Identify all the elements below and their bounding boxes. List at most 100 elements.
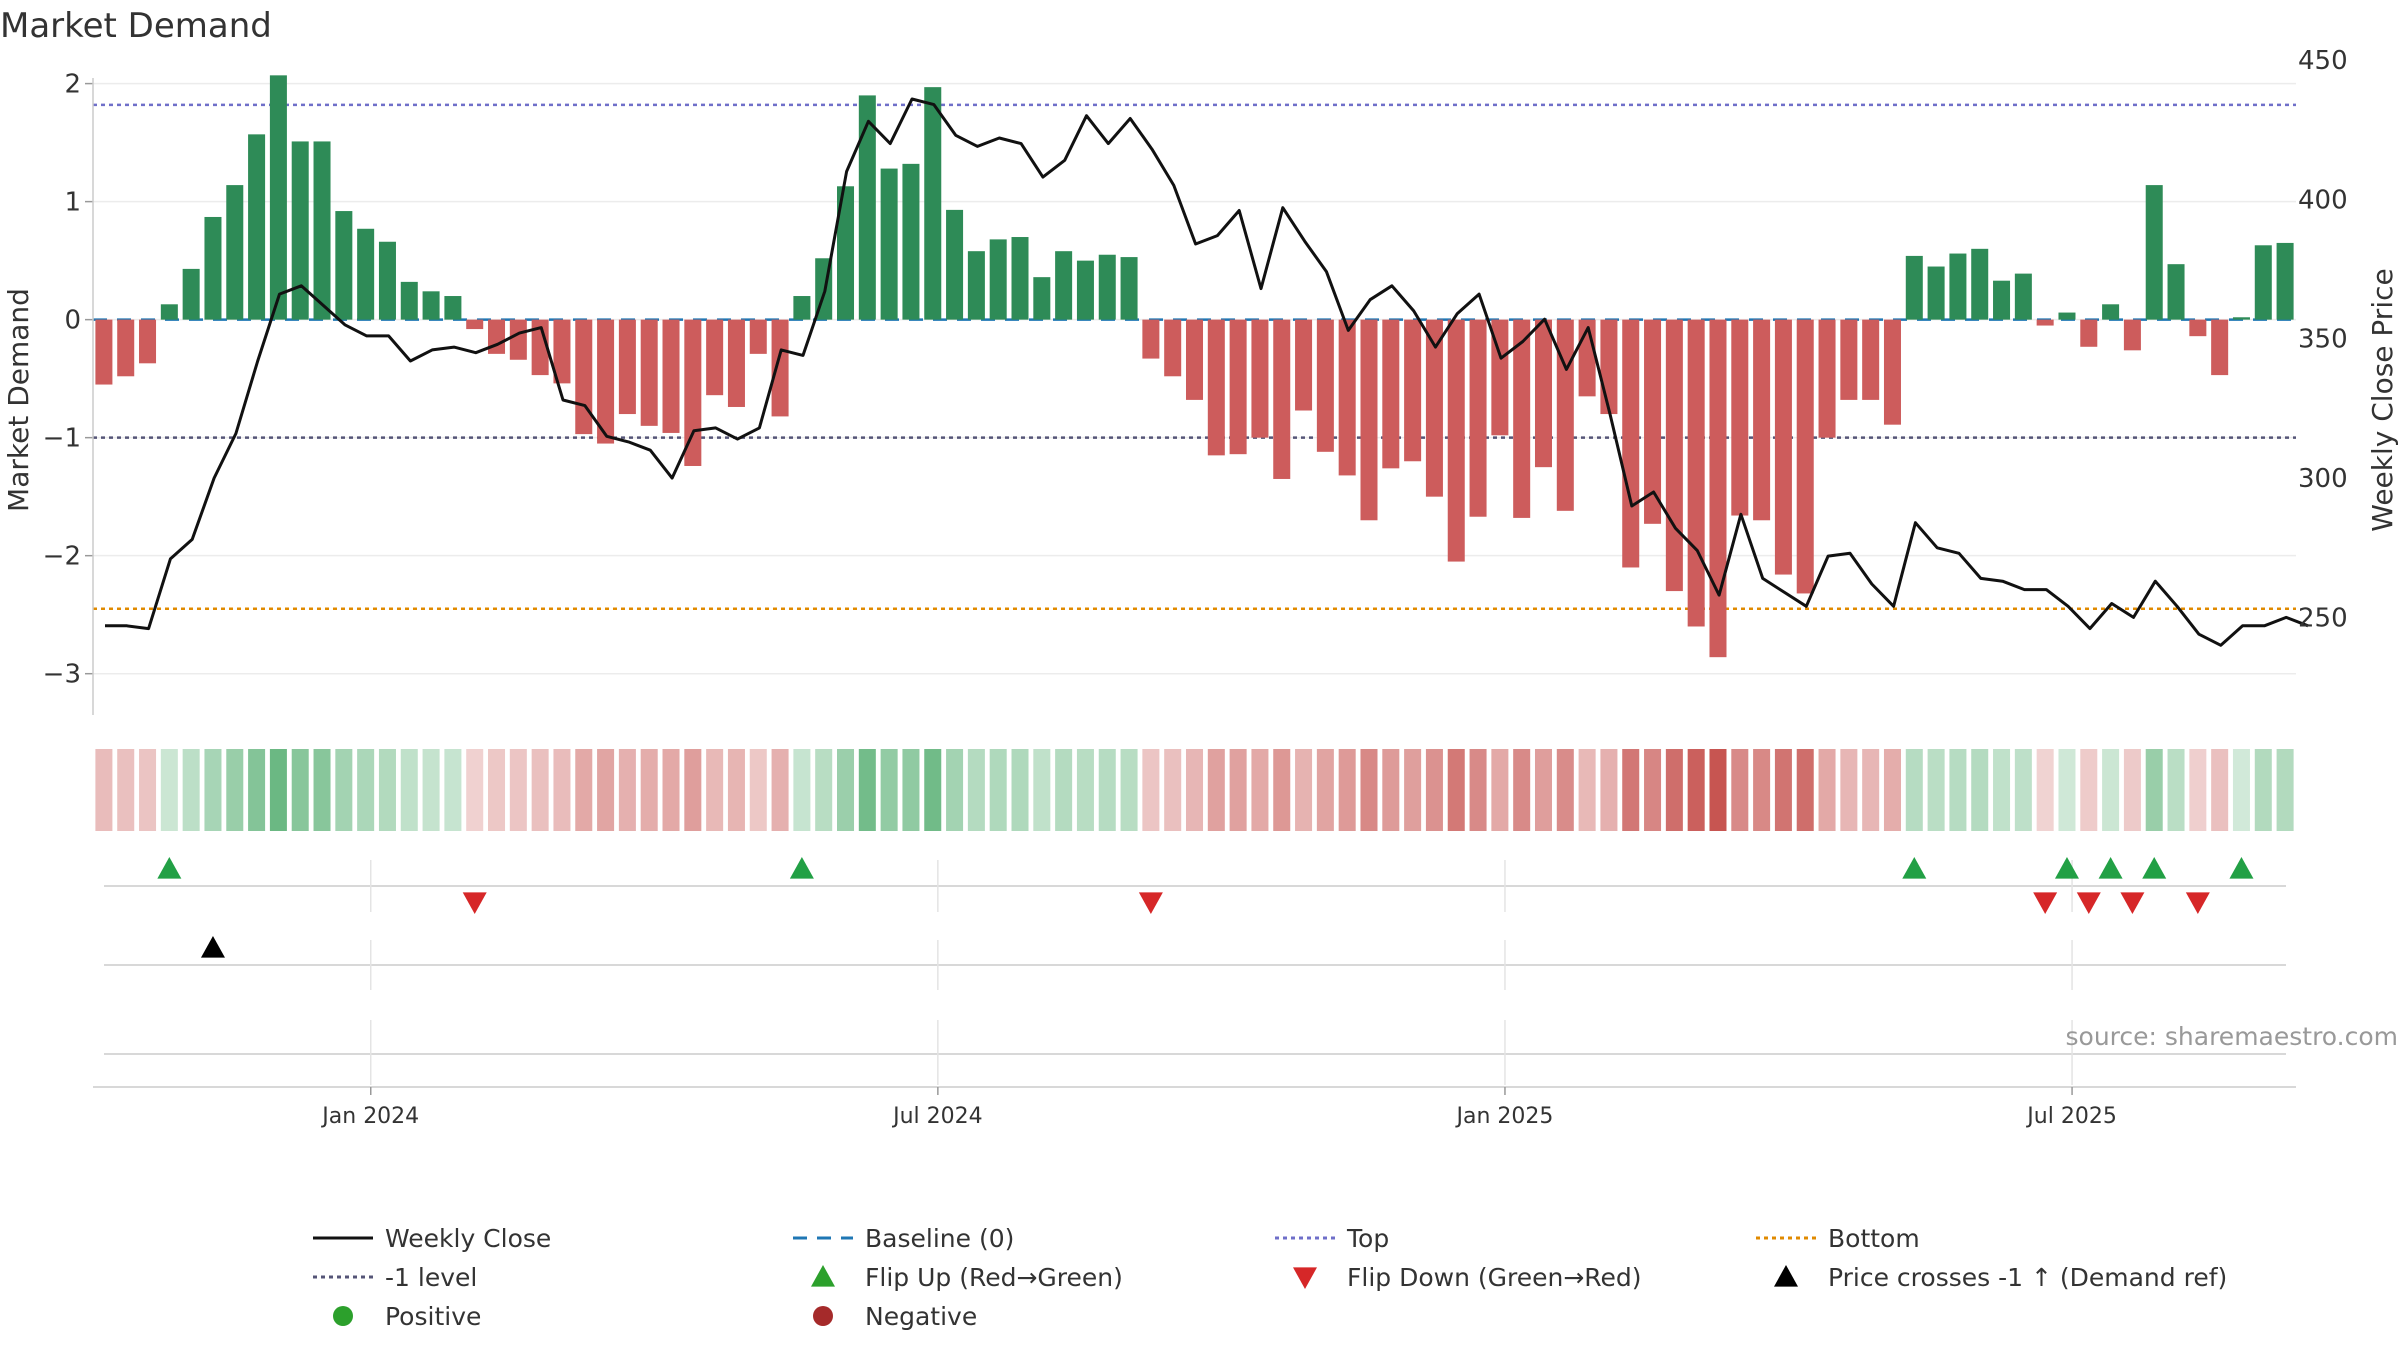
heat-cell — [1207, 749, 1225, 831]
demand-bar — [618, 319, 636, 415]
left-tick-label: −2 — [43, 542, 81, 572]
demand-bar — [1883, 319, 1901, 425]
heat-cell — [1033, 749, 1051, 831]
demand-bar — [553, 319, 571, 384]
demand-bar — [1382, 319, 1400, 469]
demand-bar — [837, 186, 855, 320]
heat-cell — [182, 749, 200, 831]
legend-label: Flip Up (Red→Green) — [865, 1263, 1123, 1292]
legend-label: Price crosses -1 ↑ (Demand ref) — [1828, 1263, 2227, 1292]
heat-cell — [1840, 749, 1858, 831]
heat-cell — [1251, 749, 1269, 831]
flip-up-marker — [2098, 857, 2123, 879]
heat-cell — [335, 749, 353, 831]
demand-bar — [924, 87, 942, 320]
flip-up-marker — [1902, 857, 1927, 879]
heat-cell — [488, 749, 506, 831]
heat-cell — [1883, 749, 1901, 831]
demand-bar — [749, 319, 767, 354]
demand-bar — [466, 319, 484, 330]
demand-bar — [1709, 319, 1727, 658]
weekly-close-line — [105, 97, 2309, 647]
heat-cell — [575, 749, 593, 831]
legend-swatch — [813, 1306, 833, 1326]
demand-bar — [1556, 319, 1574, 511]
demand-bar — [2014, 273, 2032, 320]
left-tick-label: 2 — [64, 70, 81, 100]
demand-bar — [1927, 266, 1945, 320]
heat-cell — [2058, 749, 2076, 831]
demand-bar — [248, 134, 266, 320]
demand-bar — [1055, 251, 1073, 320]
left-tick-label: −1 — [43, 424, 81, 454]
heat-cell — [2145, 749, 2163, 831]
demand-bar — [226, 185, 244, 320]
heat-cell — [291, 749, 309, 831]
heat-cell — [1644, 749, 1662, 831]
heat-cell — [1229, 749, 1247, 831]
heat-cell — [1447, 749, 1465, 831]
heat-cell — [1098, 749, 1116, 831]
heat-cell — [1731, 749, 1749, 831]
heat-cell — [1316, 749, 1334, 831]
heat-cell — [597, 749, 615, 831]
demand-bar — [662, 319, 680, 433]
heat-cell — [837, 749, 855, 831]
right-tick-label: 350 — [2298, 325, 2348, 355]
demand-bar — [1011, 237, 1029, 320]
heat-cell — [1295, 749, 1313, 831]
heat-cell — [989, 749, 1007, 831]
heat-cell — [2102, 749, 2120, 831]
legend-swatch — [333, 1306, 353, 1326]
heat-cell — [967, 749, 985, 831]
demand-bar — [1687, 319, 1705, 627]
demand-bar — [1753, 319, 1771, 521]
heat-cell — [1534, 749, 1552, 831]
event-marker-panels — [104, 857, 2286, 1085]
demand-bar — [182, 268, 200, 320]
heat-cell — [357, 749, 375, 831]
heat-cell — [684, 749, 702, 831]
demand-bar — [2167, 264, 2185, 320]
demand-bar — [1513, 319, 1531, 518]
demand-bar — [117, 319, 135, 377]
heat-cell — [1491, 749, 1509, 831]
demand-bar — [1316, 319, 1334, 452]
weekly-close-series — [105, 97, 2309, 647]
demand-bar — [1993, 280, 2011, 320]
demand-bar — [575, 319, 593, 435]
demand-bar — [2080, 319, 2098, 347]
heat-cell — [2189, 749, 2207, 831]
demand-bar — [160, 304, 178, 320]
heat-cell — [749, 749, 767, 831]
demand-bar — [2145, 185, 2163, 320]
demand-bar — [1774, 319, 1792, 575]
heat-cell — [1687, 749, 1705, 831]
demand-bar — [1098, 254, 1116, 320]
heat-cell — [2211, 749, 2229, 831]
heat-cell — [1622, 749, 1640, 831]
legend-label: Baseline (0) — [865, 1224, 1014, 1253]
heat-cell — [1971, 749, 1989, 831]
heat-cell — [313, 749, 331, 831]
heat-cell — [880, 749, 898, 831]
heat-cell — [1425, 749, 1443, 831]
demand-bar — [1404, 319, 1422, 462]
legend: Weekly Close Baseline (0) Top Bottom -1 leve… — [313, 1224, 2227, 1331]
demand-bar — [858, 95, 876, 320]
right-y-axis: 450 400 350 300 250 — [2298, 46, 2348, 633]
right-tick-label: 300 — [2298, 464, 2348, 494]
demand-bar — [727, 319, 745, 407]
heat-cell — [1164, 749, 1182, 831]
heat-cell — [553, 749, 571, 831]
demand-bar — [1862, 319, 1880, 400]
demand-bar — [1207, 319, 1225, 456]
demand-bar — [880, 168, 898, 320]
legend-label: -1 level — [385, 1263, 477, 1292]
demand-bar — [1076, 260, 1094, 320]
heat-cell — [1600, 749, 1618, 831]
heat-cell — [1818, 749, 1836, 831]
x-tick-label: Jan 2024 — [320, 1104, 419, 1129]
demand-bar — [1360, 319, 1378, 521]
heat-cell — [400, 749, 418, 831]
